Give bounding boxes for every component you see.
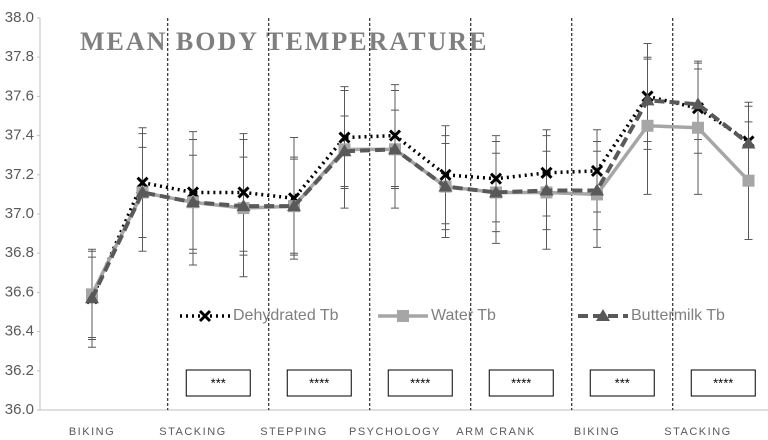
x-tick-label: PSYCHOLOGY [349, 426, 441, 438]
annotation: **** [410, 375, 430, 390]
y-tick-label: 37.6 [5, 87, 34, 104]
marker [691, 97, 705, 110]
x-tick-label: BIKING [574, 426, 620, 438]
marker [439, 168, 452, 181]
marker [135, 185, 150, 198]
marker [590, 164, 604, 177]
annotation: **** [511, 375, 531, 390]
y-tick-label: 37.4 [5, 127, 34, 144]
marker [438, 179, 453, 192]
marker [85, 291, 99, 304]
marker [337, 144, 352, 157]
annotation-box [185, 369, 251, 397]
y-tick-label: 38.0 [5, 9, 34, 26]
marker [388, 129, 402, 142]
marker [236, 199, 251, 212]
y-tick-label: 36.8 [5, 244, 34, 261]
annotation-box [690, 369, 756, 397]
marker [287, 199, 301, 212]
x-tick-label: BIKING [69, 426, 115, 438]
y-tick-label: 36.0 [5, 401, 34, 418]
marker [539, 183, 554, 196]
series-line [90, 98, 750, 300]
marker [540, 166, 553, 179]
y-tick-label: 37.2 [5, 166, 34, 183]
marker [590, 183, 604, 196]
marker [596, 309, 610, 321]
chart-title: MEAN BODY TEMPERATURE [80, 27, 488, 56]
marker [741, 136, 756, 149]
y-tick-label: 37.0 [5, 205, 34, 222]
marker [640, 93, 655, 106]
marker [489, 185, 503, 198]
legend-label: Dehydrated Tb [233, 307, 339, 324]
x-tick-label: ARM CRANK [456, 426, 536, 438]
annotation: **** [713, 375, 733, 390]
legend-label: Buttermilk Tb [631, 307, 725, 324]
y-tick-label: 37.8 [5, 48, 34, 65]
annotation-box [488, 369, 554, 397]
annotation: *** [615, 375, 630, 390]
marker [641, 119, 654, 132]
marker [692, 121, 704, 134]
marker [489, 172, 503, 185]
marker [742, 174, 755, 187]
annotation: **** [309, 375, 329, 390]
legend-label: Water Tb [431, 307, 496, 324]
marker [186, 195, 200, 208]
series-line [90, 124, 750, 296]
marker [388, 142, 402, 155]
series-line [90, 94, 750, 299]
annotation-box [286, 369, 352, 397]
y-tick-label: 36.6 [5, 283, 34, 300]
marker [338, 131, 351, 144]
marker [397, 310, 409, 322]
x-tick-label: STEPPING [260, 426, 328, 438]
marker [136, 176, 149, 189]
marker [186, 186, 200, 199]
marker [237, 186, 250, 199]
marker [198, 309, 212, 323]
x-tick-label: STACKING [664, 426, 731, 438]
y-tick-label: 36.4 [5, 323, 34, 340]
x-tick-label: STACKING [159, 426, 226, 438]
y-tick-label: 36.2 [5, 362, 34, 379]
annotation: *** [211, 375, 226, 390]
annotation-box [589, 369, 655, 397]
annotation-box [387, 369, 453, 397]
